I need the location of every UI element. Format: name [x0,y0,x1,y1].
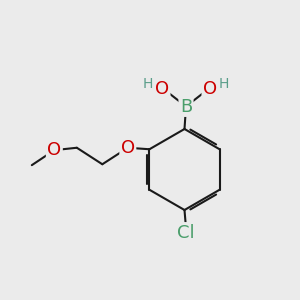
Text: Cl: Cl [177,224,195,242]
Text: H: H [219,77,229,91]
Text: H: H [142,77,153,91]
Text: O: O [155,80,169,98]
Text: O: O [121,139,135,157]
Text: B: B [180,98,192,116]
Text: O: O [203,80,217,98]
Text: O: O [47,141,61,159]
